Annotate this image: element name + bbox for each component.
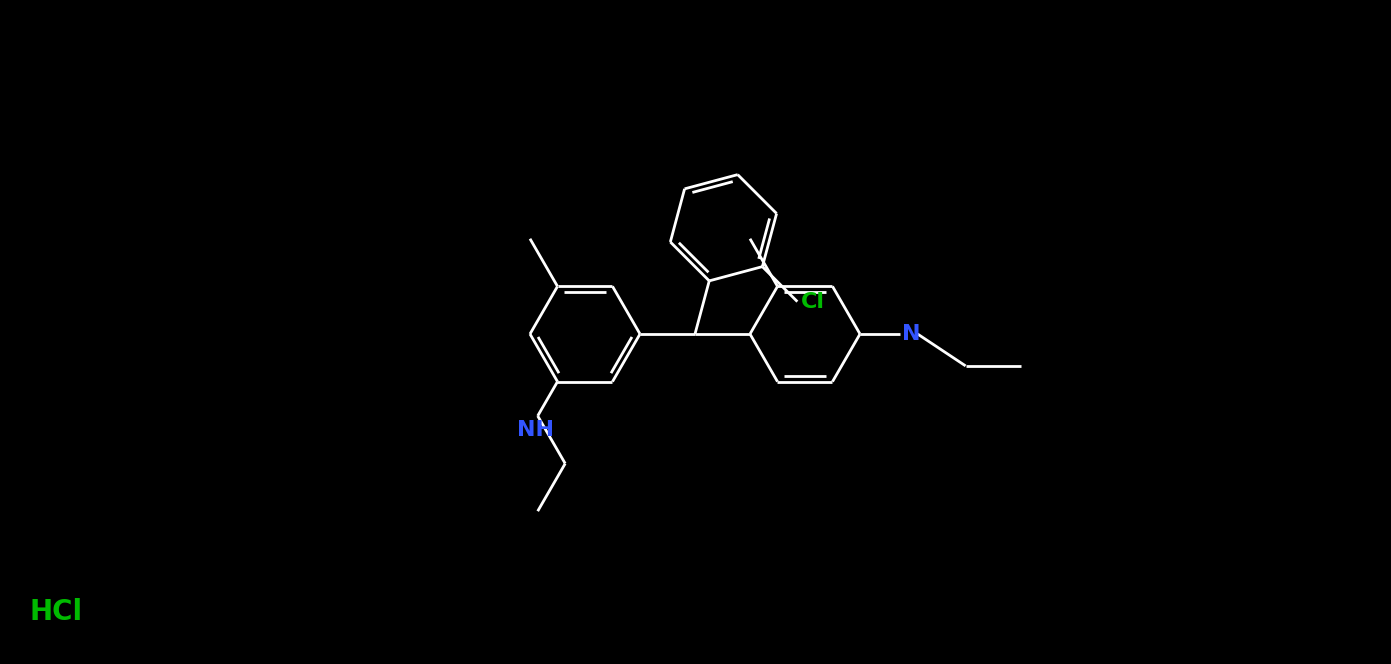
Text: N: N: [901, 324, 919, 344]
Text: NH: NH: [517, 420, 554, 440]
Text: HCl: HCl: [31, 598, 83, 626]
Text: Cl: Cl: [801, 291, 825, 311]
